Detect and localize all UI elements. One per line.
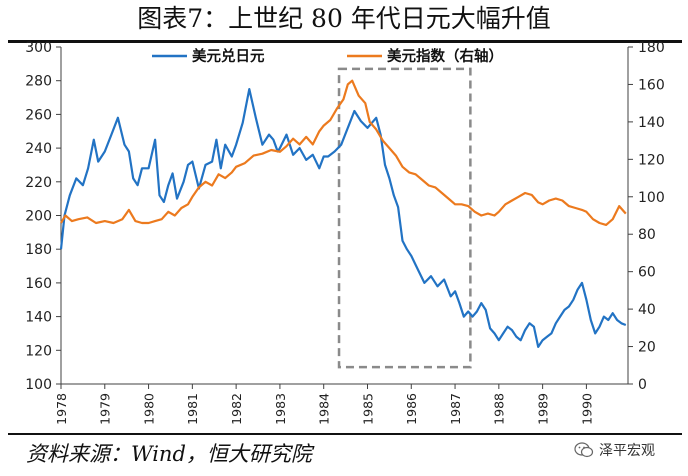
- x-tick-label: 1981: [185, 393, 200, 425]
- x-tick-label: 1989: [535, 393, 550, 425]
- x-tick-label: 1990: [579, 393, 594, 425]
- right-y-tick-label: 40: [638, 302, 656, 318]
- series-layer: [59, 79, 627, 348]
- left-y-tick-label: 100: [25, 377, 52, 393]
- left-y-tick-label: 160: [25, 276, 52, 292]
- left-y-tick-label: 260: [25, 107, 52, 123]
- legend-label: 美元指数（右轴）: [387, 47, 503, 65]
- axes: 100 120 140 160 180 200 220 240 260 280 300 0 20 40 60…: [25, 40, 664, 425]
- left-y-tick-label: 280: [25, 74, 52, 90]
- usdjpy-series-line: [59, 87, 627, 348]
- exchange-rate-chart: 100 120 140 160 180 200 220 240 260 280 300 0 20 40 60…: [25, 40, 664, 425]
- x-tick-label: 1985: [360, 393, 375, 425]
- left-y-tick-label: 220: [25, 175, 52, 191]
- right-y-tick-label: 120: [638, 152, 665, 168]
- right-y-tick-label: 160: [638, 77, 665, 93]
- legend-label: 美元兑日元: [192, 47, 265, 65]
- left-y-tick-label: 300: [25, 40, 52, 56]
- x-tick-label: 1988: [492, 393, 507, 425]
- right-y-tick-label: 100: [638, 190, 665, 206]
- x-tick-label: 1984: [317, 393, 332, 425]
- left-y-tick-label: 120: [25, 343, 52, 359]
- legend: 美元兑日元 美元指数（右轴）: [152, 47, 503, 65]
- highlight-box: [337, 67, 472, 369]
- footer-divider: [8, 433, 682, 435]
- x-tick-label: 1986: [404, 393, 419, 425]
- right-y-tick-label: 60: [638, 265, 656, 281]
- right-y-tick-label: 140: [638, 115, 665, 131]
- x-tick-label: 1982: [229, 393, 244, 425]
- wechat-icon: [574, 442, 594, 458]
- watermark-label: 泽平宏观: [599, 443, 655, 459]
- dxy-series-line: [60, 79, 627, 226]
- right-y-tick-label: 180: [638, 40, 665, 56]
- left-y-tick-label: 200: [25, 209, 52, 225]
- x-tick-label: 1983: [273, 393, 288, 425]
- source-note: 资料来源：Wind，恒大研究院: [26, 442, 312, 466]
- left-y-tick-label: 180: [25, 242, 52, 258]
- x-tick-label: 1987: [448, 393, 463, 425]
- highlight-box-layer: [337, 67, 472, 369]
- title-divider: [8, 40, 682, 43]
- left-y-tick-label: 240: [25, 141, 52, 157]
- right-y-tick-label: 0: [638, 377, 647, 393]
- right-y-tick-label: 20: [638, 340, 656, 356]
- x-tick-label: 1979: [98, 393, 113, 425]
- right-y-tick-label: 80: [638, 227, 656, 243]
- watermark: 泽平宏观: [574, 438, 655, 462]
- x-tick-label: 1980: [141, 393, 156, 425]
- page-title: 图表7：上世纪 80 年代日元大幅升值: [137, 4, 551, 33]
- left-y-tick-label: 140: [25, 310, 52, 326]
- x-tick-label: 1978: [54, 393, 69, 425]
